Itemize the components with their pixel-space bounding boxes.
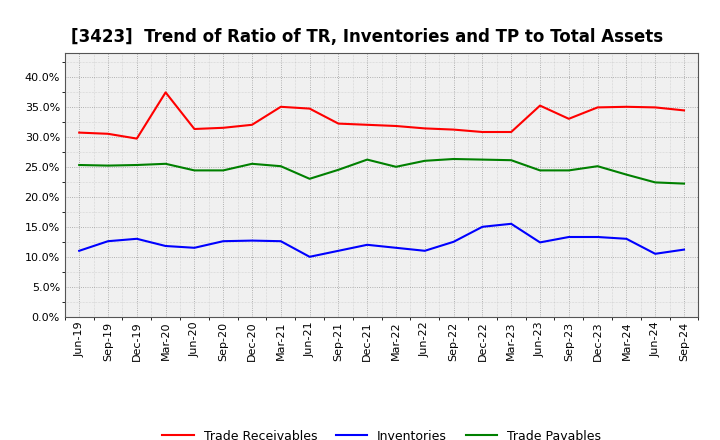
Line: Trade Payables: Trade Payables <box>79 159 684 183</box>
Inventories <box>190 245 199 250</box>
Trade Receivables <box>363 122 372 128</box>
Trade Receivables <box>132 136 141 141</box>
Trade Payables <box>276 164 285 169</box>
Trade Payables <box>248 161 256 166</box>
Inventories <box>305 254 314 260</box>
Trade Payables <box>593 164 602 169</box>
Inventories <box>363 242 372 247</box>
Trade Receivables <box>651 105 660 110</box>
Trade Receivables <box>75 130 84 135</box>
Trade Receivables <box>104 131 112 136</box>
Trade Payables <box>507 158 516 163</box>
Trade Payables <box>305 176 314 181</box>
Trade Receivables <box>478 129 487 135</box>
Inventories <box>536 240 544 245</box>
Trade Receivables <box>507 129 516 135</box>
Inventories <box>132 236 141 242</box>
Inventories <box>276 238 285 244</box>
Trade Receivables <box>593 105 602 110</box>
Trade Receivables <box>564 116 573 121</box>
Inventories <box>622 236 631 242</box>
Inventories <box>564 235 573 240</box>
Trade Receivables <box>536 103 544 108</box>
Trade Payables <box>75 162 84 168</box>
Inventories <box>334 248 343 253</box>
Trade Receivables <box>334 121 343 126</box>
Trade Payables <box>536 168 544 173</box>
Trade Receivables <box>248 122 256 128</box>
Trade Receivables <box>161 90 170 95</box>
Inventories <box>420 248 429 253</box>
Trade Receivables <box>420 126 429 131</box>
Trade Receivables <box>449 127 458 132</box>
Trade Payables <box>478 157 487 162</box>
Trade Receivables <box>219 125 228 130</box>
Legend: Trade Receivables, Inventories, Trade Payables: Trade Receivables, Inventories, Trade Pa… <box>157 425 606 440</box>
Trade Payables <box>104 163 112 168</box>
Trade Payables <box>161 161 170 166</box>
Trade Receivables <box>680 108 688 113</box>
Inventories <box>248 238 256 243</box>
Line: Inventories: Inventories <box>79 224 684 257</box>
Trade Payables <box>420 158 429 163</box>
Inventories <box>75 248 84 253</box>
Inventories <box>449 239 458 245</box>
Trade Receivables <box>392 123 400 128</box>
Trade Payables <box>564 168 573 173</box>
Inventories <box>478 224 487 229</box>
Trade Payables <box>190 168 199 173</box>
Line: Trade Receivables: Trade Receivables <box>79 92 684 139</box>
Inventories <box>651 251 660 257</box>
Trade Payables <box>622 172 631 177</box>
Trade Payables <box>132 162 141 168</box>
Trade Receivables <box>276 104 285 110</box>
Trade Receivables <box>190 126 199 132</box>
Inventories <box>219 238 228 244</box>
Inventories <box>392 245 400 250</box>
Trade Payables <box>651 180 660 185</box>
Inventories <box>593 235 602 240</box>
Inventories <box>507 221 516 227</box>
Inventories <box>161 243 170 249</box>
Trade Payables <box>449 156 458 161</box>
Trade Payables <box>392 164 400 169</box>
Trade Receivables <box>305 106 314 111</box>
Trade Payables <box>680 181 688 186</box>
Inventories <box>680 247 688 252</box>
Trade Payables <box>334 167 343 172</box>
Trade Receivables <box>622 104 631 110</box>
Trade Payables <box>363 157 372 162</box>
Text: [3423]  Trend of Ratio of TR, Inventories and TP to Total Assets: [3423] Trend of Ratio of TR, Inventories… <box>71 28 663 46</box>
Trade Payables <box>219 168 228 173</box>
Inventories <box>104 238 112 244</box>
